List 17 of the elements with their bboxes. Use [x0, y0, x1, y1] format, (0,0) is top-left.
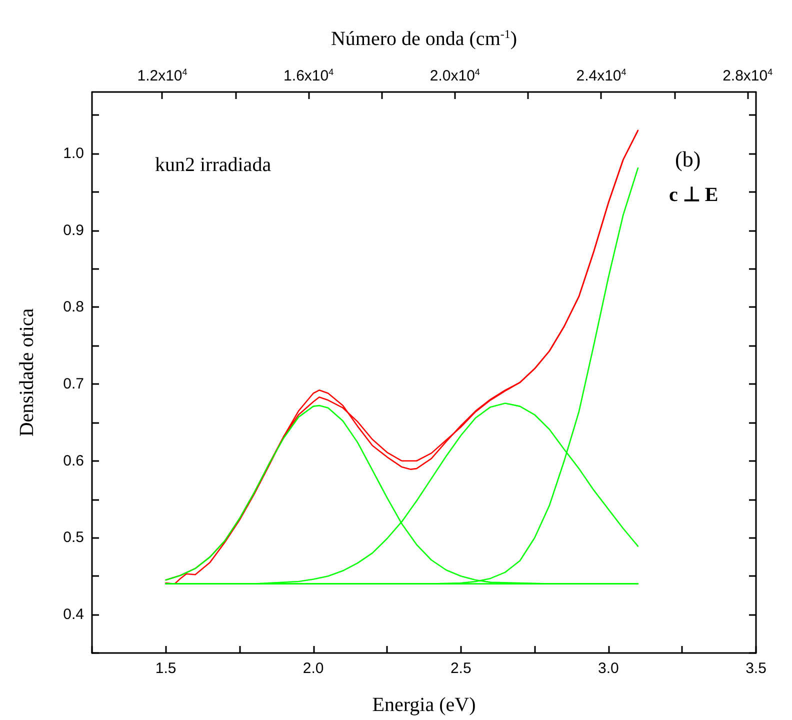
- y-tick-label: 1.0: [63, 144, 84, 162]
- y-tick-label: 0.5: [63, 529, 84, 546]
- y-tick-label: 0.9: [63, 222, 84, 239]
- y-axis-title: Densidade otica: [16, 308, 38, 437]
- y-tick-label: 0.7: [63, 376, 84, 393]
- x-tick-label: 2.5: [450, 660, 472, 677]
- annotation: c ⊥ E: [669, 184, 718, 206]
- annotation: (b): [675, 146, 701, 172]
- y-tick-label: 0.6: [63, 452, 84, 470]
- x-tick-label: 3.0: [598, 660, 619, 677]
- x-tick-label: 1.5: [155, 660, 176, 677]
- y-tick-label: 0.8: [63, 298, 84, 316]
- x-axis-title: Energia (eV): [372, 694, 476, 716]
- x-tick-label: 3.5: [746, 660, 766, 677]
- y-tick-label: 0.4: [63, 606, 84, 624]
- x-tick-label: 2.0: [302, 660, 324, 677]
- annotation: kun2 irradiada: [155, 154, 272, 176]
